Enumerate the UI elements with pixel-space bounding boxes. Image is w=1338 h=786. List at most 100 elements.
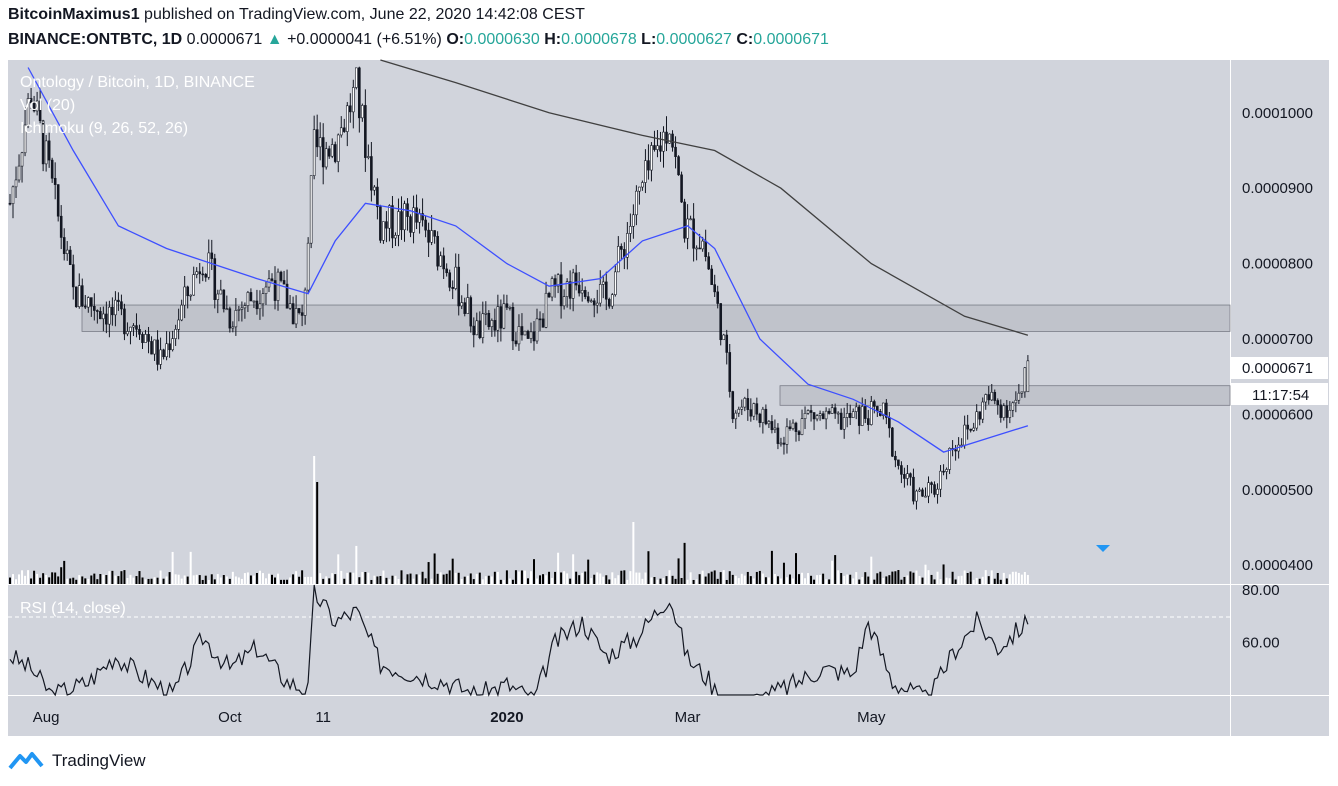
candle-body — [963, 424, 966, 446]
volume-bar — [713, 570, 716, 584]
candle-body — [168, 343, 171, 351]
volume-bar — [776, 576, 779, 584]
candle-body — [306, 242, 310, 291]
volume-bar — [909, 571, 912, 584]
candle-body — [156, 339, 159, 365]
volume-bar — [683, 542, 686, 584]
candle-body — [894, 455, 897, 461]
author-name[interactable]: BitcoinMaximus1 — [8, 6, 140, 23]
candle-body — [186, 286, 189, 297]
volume-bar — [370, 579, 373, 584]
volume-bar — [379, 576, 382, 584]
volume-bar — [36, 573, 39, 584]
candle-body — [279, 271, 283, 281]
volume-bar — [779, 578, 782, 584]
candle-body — [370, 156, 373, 191]
volume-bar — [837, 570, 840, 584]
volume-bar — [957, 576, 960, 584]
volume-bar — [433, 553, 436, 584]
candle-body — [990, 391, 994, 401]
volume-bar — [99, 573, 102, 584]
volume-bar — [984, 570, 987, 584]
volume-bar — [129, 574, 132, 584]
volume-bar — [165, 576, 168, 584]
candle-body — [318, 137, 322, 148]
candle-body — [171, 338, 174, 351]
candle-body — [836, 412, 840, 415]
candle-body — [671, 133, 674, 148]
volume-bar — [364, 571, 367, 584]
candle-body — [782, 442, 786, 445]
volume-bar — [749, 576, 752, 584]
candle-body — [65, 249, 69, 254]
volume-bar — [445, 573, 448, 584]
symbol-label[interactable]: BINANCE:ONTBTC, 1D — [8, 31, 183, 48]
time-tick-label: 2020 — [490, 709, 523, 726]
volume-bar — [102, 574, 105, 584]
candle-body — [228, 308, 232, 329]
volume-bar — [316, 482, 319, 584]
volume-bar — [746, 571, 749, 584]
volume-legend[interactable]: Vol (20) — [20, 97, 76, 114]
candle-body — [367, 156, 370, 158]
volume-bar — [258, 570, 261, 584]
candle-body — [508, 306, 512, 309]
volume-bar — [385, 577, 388, 584]
volume-bar — [617, 575, 620, 584]
candle-body — [731, 391, 735, 420]
candle-body — [936, 488, 939, 495]
volume-bar — [873, 579, 876, 584]
volume-bar — [195, 574, 198, 584]
volume-bar — [948, 578, 951, 584]
candle-body — [201, 273, 205, 276]
candle-body — [388, 205, 391, 229]
candle-body — [713, 284, 716, 293]
volume-bar — [1011, 571, 1014, 584]
volume-bar — [846, 574, 849, 584]
candle-body — [544, 292, 548, 328]
volume-bar — [198, 575, 201, 584]
candle-body — [53, 177, 57, 185]
volume-bar — [701, 570, 704, 584]
candle-body — [592, 300, 596, 306]
volume-bar — [481, 579, 484, 584]
candle-body — [559, 274, 563, 307]
volume-bar — [192, 575, 195, 584]
volume-bar — [578, 575, 581, 584]
candle-body — [535, 318, 539, 342]
volume-bar — [289, 577, 292, 584]
candle-body — [469, 297, 473, 327]
volume-bar — [144, 579, 147, 584]
volume-bar — [912, 572, 915, 584]
candle-body — [472, 325, 476, 336]
rsi-legend[interactable]: RSI (14, close) — [20, 600, 126, 617]
candle-body — [809, 410, 813, 413]
candle-body — [942, 470, 945, 473]
volume-bar — [69, 578, 72, 584]
volume-bar — [249, 575, 252, 584]
volume-bar — [21, 570, 24, 584]
volume-bar — [840, 573, 843, 584]
candle-body — [927, 482, 930, 497]
volume-bar — [120, 571, 123, 584]
volume-bar — [1023, 571, 1026, 584]
volume-bar — [105, 575, 108, 584]
volume-bar — [620, 570, 623, 584]
last-price-box[interactable] — [1231, 357, 1328, 379]
candle-body — [222, 289, 226, 310]
candle-body — [857, 406, 861, 426]
volume-bar — [216, 574, 219, 584]
candle-body — [538, 318, 542, 321]
candle-body — [324, 148, 328, 168]
candle-body — [987, 394, 991, 401]
footer-brand[interactable]: TradingView — [8, 750, 146, 772]
volume-bar — [177, 574, 180, 584]
time-tick-label: Mar — [675, 709, 701, 726]
volume-bar — [593, 574, 596, 584]
volume-bar — [180, 578, 183, 584]
volume-bar — [162, 578, 165, 584]
candle-body — [135, 325, 138, 330]
volume-bar — [439, 572, 442, 584]
candle-body — [674, 146, 677, 157]
ichimoku-legend[interactable]: Ichimoku (9, 26, 52, 26) — [20, 120, 189, 137]
